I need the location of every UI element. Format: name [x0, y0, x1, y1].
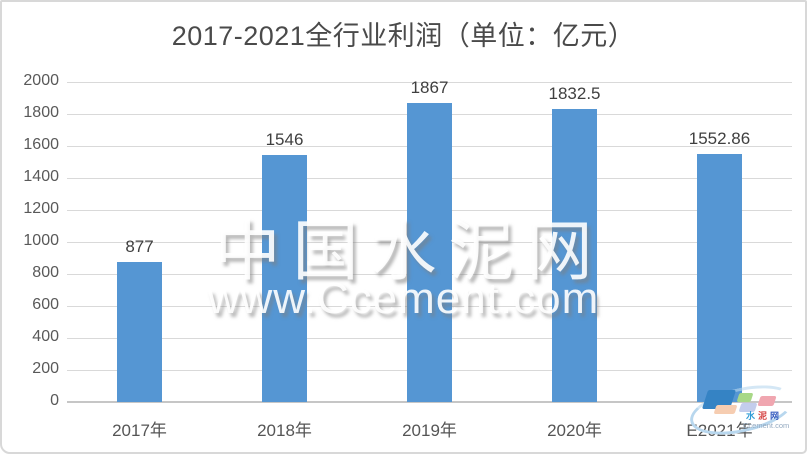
bar: [552, 108, 597, 402]
watermark-text-url: www.Ccement.com: [207, 274, 600, 323]
bar: [697, 153, 742, 402]
y-tick-label: 400: [32, 328, 59, 345]
bar-value-label: 1546: [265, 129, 304, 149]
bar-value-label: 1832.5: [548, 83, 601, 103]
bar-value-label: 1552.86: [688, 128, 751, 148]
watermark-text-cn: 中国水泥网: [214, 214, 605, 288]
x-tick-label: 2019年: [402, 421, 457, 440]
x-tick-label: 2018年: [257, 421, 312, 440]
gridline: [67, 81, 792, 83]
chart-title: 2017-2021全行业利润（单位：亿元）: [171, 21, 636, 51]
y-tick-label: 1600: [23, 136, 59, 153]
bar: [262, 154, 307, 402]
x-tick-label: E2021年: [686, 421, 753, 440]
y-tick-label: 1800: [23, 104, 59, 121]
bar-value-label: 877: [125, 236, 154, 256]
y-tick-label: 200: [32, 360, 59, 377]
logo-tile-icon: [738, 403, 758, 412]
x-tick-label: 2017年: [112, 421, 167, 440]
y-tick-label: 0: [50, 392, 59, 409]
x-tick-label: 2020年: [547, 421, 602, 440]
bar: [407, 103, 452, 402]
bar: [117, 261, 162, 402]
y-tick-label: 1200: [23, 200, 59, 217]
bar-value-label: 1867: [410, 78, 449, 98]
y-tick-label: 1000: [23, 232, 59, 249]
y-tick-label: 2000: [23, 72, 59, 89]
logo-tile-icon: [713, 405, 738, 414]
y-tick-label: 1400: [23, 168, 59, 185]
y-tick-label: 800: [32, 264, 59, 281]
gridline: [67, 401, 792, 403]
y-tick-label: 600: [32, 296, 59, 313]
